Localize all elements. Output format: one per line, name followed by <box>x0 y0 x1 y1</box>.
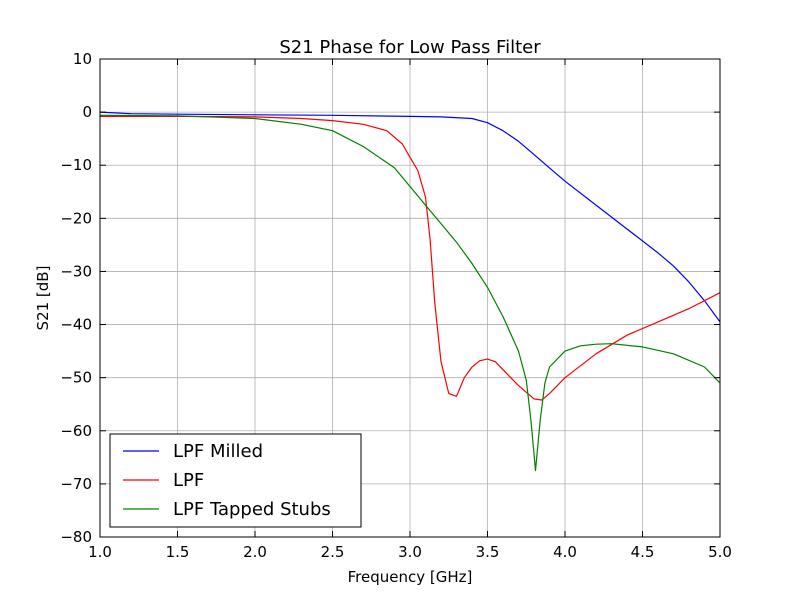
x-tick-label: 3.5 <box>476 543 500 561</box>
x-tick-label: 1.5 <box>166 543 190 561</box>
y-tick-label: −70 <box>60 475 92 493</box>
y-tick-label: −30 <box>60 262 92 280</box>
y-tick-label: −20 <box>60 209 92 227</box>
series-lines <box>99 111 721 472</box>
y-tick-labels: 10 0 −10 −20 −30 −40 −50 −60 −70 −80 <box>60 50 92 546</box>
legend-label-lpf: LPF <box>173 470 204 491</box>
chart-title: S21 Phase for Low Pass Filter <box>279 37 541 58</box>
y-tick-label: −80 <box>60 528 92 546</box>
x-axis-label: Frequency [GHz] <box>348 568 473 586</box>
x-tick-label: 5.0 <box>708 543 732 561</box>
x-tick-label: 4.0 <box>553 543 577 561</box>
y-tick-label: −10 <box>60 156 92 174</box>
y-axis-label: S21 [dB] <box>34 266 52 331</box>
x-tick-label: 2.5 <box>321 543 345 561</box>
legend-label-lpf-tapped-stubs: LPF Tapped Stubs <box>173 499 331 520</box>
x-tick-label: 4.5 <box>631 543 655 561</box>
axis-ticks <box>99 58 721 538</box>
x-tick-labels: 1.0 1.5 2.0 2.5 3.0 3.5 4.0 4.5 5.0 <box>88 543 732 561</box>
x-tick-label: 2.0 <box>243 543 267 561</box>
y-tick-label: −40 <box>60 316 92 334</box>
series-line-lpf-milled <box>99 111 721 323</box>
legend: LPF Milled LPF LPF Tapped Stubs <box>109 433 362 528</box>
y-tick-label: 10 <box>73 50 92 68</box>
series-line-lpf-tapped-stubs <box>99 114 721 472</box>
x-tick-label: 1.0 <box>88 543 112 561</box>
y-tick-label: −60 <box>60 422 92 440</box>
y-tick-label: 0 <box>82 103 92 121</box>
legend-label-lpf-milled: LPF Milled <box>173 441 263 462</box>
series-line-lpf <box>100 115 721 401</box>
y-tick-label: −50 <box>60 369 92 387</box>
x-tick-label: 3.0 <box>398 543 422 561</box>
